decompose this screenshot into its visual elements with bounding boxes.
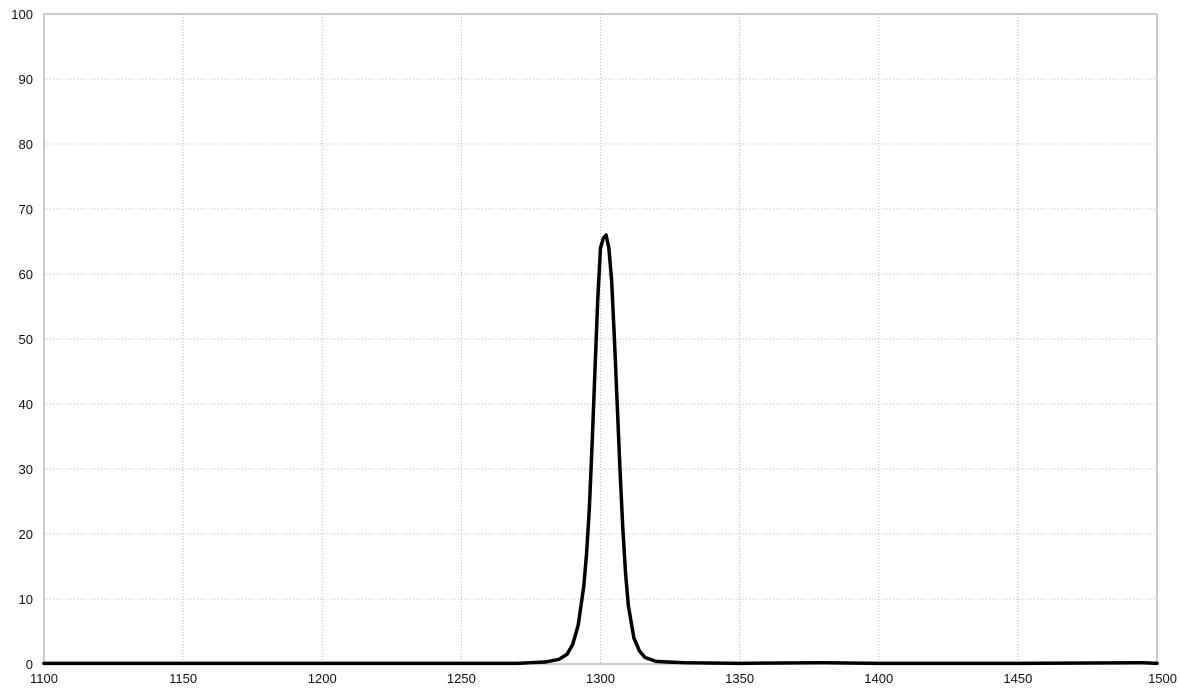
x-tick-label: 1150 xyxy=(169,671,197,686)
y-tick-label: 80 xyxy=(19,137,33,152)
x-tick-label: 1400 xyxy=(864,671,893,686)
y-axis-tick-labels: 0 10 20 30 40 50 60 70 80 90 100 xyxy=(11,7,33,672)
plot-area xyxy=(43,13,1158,665)
y-tick-label: 20 xyxy=(19,527,33,542)
x-tick-label: 1500 xyxy=(1148,671,1177,686)
x-axis-tick-labels: 1100 1150 1200 1250 1300 1350 1400 1450 1500 xyxy=(30,671,1177,686)
series-group xyxy=(42,233,1159,666)
x-tick-label: 1450 xyxy=(1003,671,1032,686)
grid xyxy=(43,13,1158,665)
y-tick-label: 0 xyxy=(26,657,33,672)
y-tick-label: 100 xyxy=(11,7,33,22)
y-tick-label: 70 xyxy=(19,202,33,217)
x-tick-label: 1250 xyxy=(447,671,476,686)
y-tick-label: 40 xyxy=(19,397,33,412)
y-tick-label: 10 xyxy=(19,592,33,607)
y-tick-label: 90 xyxy=(19,72,33,87)
x-tick-label: 1350 xyxy=(725,671,754,686)
y-tick-label: 60 xyxy=(19,267,33,282)
y-tick-label: 50 xyxy=(19,332,33,347)
x-tick-label: 1300 xyxy=(586,671,615,686)
x-tick-label: 1100 xyxy=(30,671,58,686)
x-tick-label: 1200 xyxy=(308,671,337,686)
y-tick-label: 30 xyxy=(19,462,33,477)
series-line xyxy=(42,233,1159,666)
